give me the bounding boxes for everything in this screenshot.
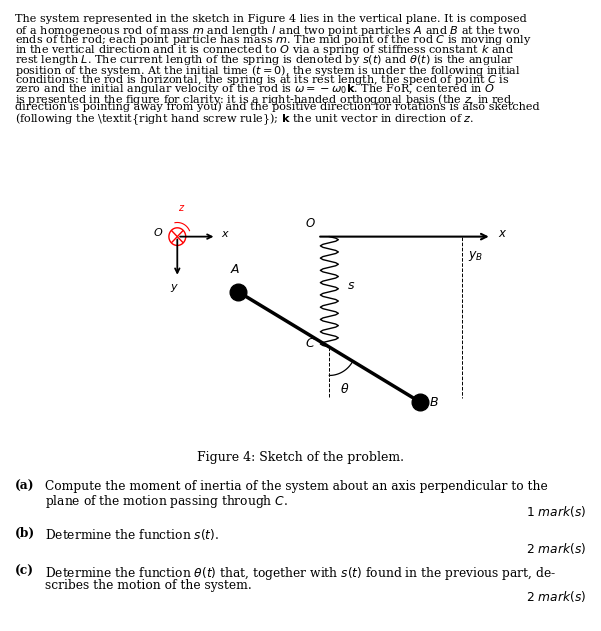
Text: $y_B$: $y_B$ <box>468 249 483 263</box>
Text: Determine the function $\theta(t)$ that, together with $s(t)$ found in the previ: Determine the function $\theta(t)$ that,… <box>45 565 556 582</box>
Text: scribes the motion of the system.: scribes the motion of the system. <box>45 579 252 592</box>
Text: $A$: $A$ <box>230 263 240 276</box>
Text: $O$: $O$ <box>153 225 163 238</box>
Text: (b): (b) <box>15 527 35 540</box>
Text: plane of the motion passing through $C$.: plane of the motion passing through $C$. <box>45 493 288 510</box>
Text: $x$: $x$ <box>221 229 230 239</box>
Text: (c): (c) <box>15 565 34 578</box>
Text: $z$: $z$ <box>178 203 186 213</box>
Text: in the vertical direction and it is connected to $O$ via a spring of stiffness c: in the vertical direction and it is conn… <box>15 43 514 57</box>
Text: zero and the initial angular velocity of the rod is $\omega = -\omega_0\mathbf{k: zero and the initial angular velocity of… <box>15 82 495 97</box>
Text: conditions: the rod is horizontal, the spring is at its rest length, the speed o: conditions: the rod is horizontal, the s… <box>15 73 510 86</box>
Text: Determine the function $s(t)$.: Determine the function $s(t)$. <box>45 527 219 542</box>
Text: of a homogeneous rod of mass $m$ and length $l$ and two point particles $A$ and : of a homogeneous rod of mass $m$ and len… <box>15 23 520 38</box>
Text: $B$: $B$ <box>430 396 439 409</box>
Text: $1\ mark(s)$: $1\ mark(s)$ <box>526 504 586 519</box>
Text: $C$: $C$ <box>305 338 316 350</box>
Text: (a): (a) <box>15 480 34 493</box>
Text: is presented in the figure for clarity: it is a right-handed orthogonal basis (t: is presented in the figure for clarity: … <box>15 92 515 107</box>
Text: Figure 4: Sketch of the problem.: Figure 4: Sketch of the problem. <box>197 451 404 464</box>
Text: $s$: $s$ <box>347 279 356 292</box>
Text: $\theta$: $\theta$ <box>340 382 350 396</box>
Text: Compute the moment of inertia of the system about an axis perpendicular to the: Compute the moment of inertia of the sys… <box>45 480 548 493</box>
Text: direction is pointing away from you) and the positive direction for rotations is: direction is pointing away from you) and… <box>15 102 540 112</box>
Text: $O$: $O$ <box>305 217 316 230</box>
Text: $x$: $x$ <box>498 227 507 240</box>
Text: $2\ mark(s)$: $2\ mark(s)$ <box>526 541 586 556</box>
Text: position of the system. At the initial time ($t = 0$), the system is under the f: position of the system. At the initial t… <box>15 62 520 78</box>
Text: $y$: $y$ <box>170 282 178 294</box>
Text: ends of the rod; each point particle has mass $m$. The mid point of the rod $C$ : ends of the rod; each point particle has… <box>15 33 532 47</box>
Text: rest length $L$. The current length of the spring is denoted by $s(t)$ and $\the: rest length $L$. The current length of t… <box>15 53 514 67</box>
Text: The system represented in the sketch in Figure 4 lies in the vertical plane. It : The system represented in the sketch in … <box>15 14 526 24</box>
Text: (following the \textit{right hand screw rule}); $\mathbf{k}$ the unit vector in : (following the \textit{right hand screw … <box>15 112 474 127</box>
Text: $2\ mark(s)$: $2\ mark(s)$ <box>526 589 586 604</box>
